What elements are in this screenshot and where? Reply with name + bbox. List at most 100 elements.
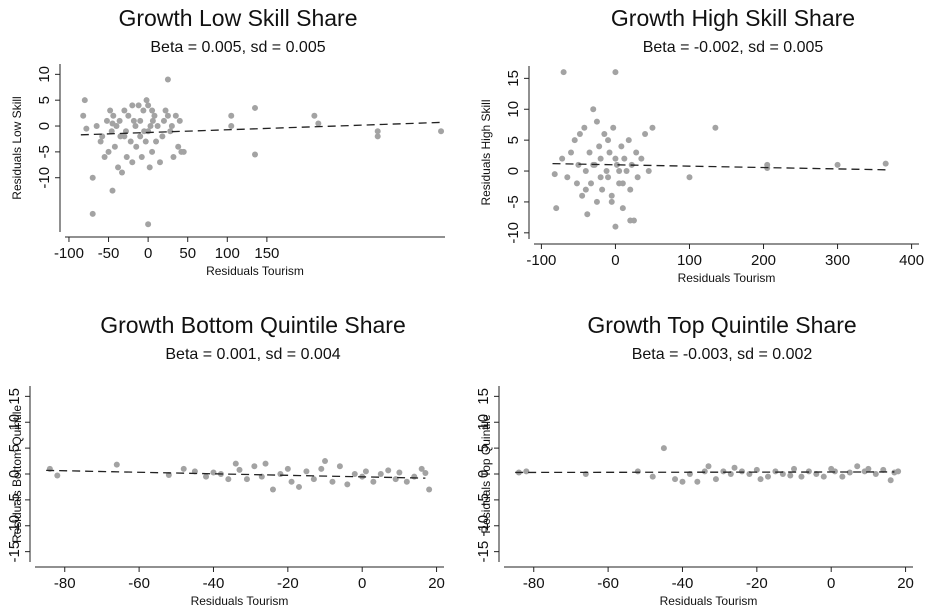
point bbox=[764, 473, 771, 480]
point bbox=[705, 463, 712, 470]
y-axis-title: Residuals Bottom Quintile bbox=[10, 405, 24, 543]
point bbox=[568, 149, 575, 156]
y-tick-label: 15 bbox=[6, 388, 23, 405]
point bbox=[168, 123, 175, 130]
point bbox=[137, 133, 144, 140]
chart-title: Growth Top Quintile Share bbox=[587, 312, 856, 338]
point bbox=[103, 117, 110, 124]
point bbox=[564, 174, 571, 181]
point bbox=[597, 155, 604, 162]
x-tick-label: 400 bbox=[899, 252, 924, 269]
point bbox=[54, 472, 61, 479]
point bbox=[634, 468, 641, 475]
point bbox=[820, 473, 827, 480]
point bbox=[101, 154, 108, 161]
point bbox=[551, 171, 558, 178]
point bbox=[895, 468, 902, 475]
x-tick-label: 100 bbox=[677, 252, 702, 269]
y-tick-label: 15 bbox=[505, 70, 522, 87]
point bbox=[374, 133, 381, 140]
point bbox=[649, 124, 656, 131]
x-tick-label: 100 bbox=[215, 245, 240, 262]
point bbox=[619, 205, 626, 212]
point bbox=[133, 143, 140, 150]
fit-line bbox=[515, 471, 895, 474]
point bbox=[418, 465, 425, 472]
y-tick-label: 5 bbox=[6, 444, 23, 452]
point bbox=[426, 486, 433, 493]
point bbox=[167, 128, 174, 135]
point bbox=[105, 148, 112, 155]
point bbox=[210, 469, 217, 476]
point bbox=[608, 192, 615, 199]
x-tick-label: -50 bbox=[98, 245, 120, 262]
point bbox=[262, 460, 269, 467]
chart-subtitle: Beta = -0.003, sd = 0.002 bbox=[632, 346, 813, 363]
point bbox=[159, 133, 166, 140]
point bbox=[125, 112, 132, 119]
y-tick-label: 5 bbox=[36, 96, 53, 104]
y-tick-label: 10 bbox=[475, 414, 492, 431]
point bbox=[701, 468, 708, 475]
point bbox=[315, 120, 322, 127]
point bbox=[129, 159, 136, 166]
point bbox=[203, 473, 210, 480]
point bbox=[149, 107, 156, 114]
point bbox=[649, 473, 656, 480]
x-tick-label: -80 bbox=[54, 575, 76, 592]
point bbox=[712, 476, 719, 483]
y-tick-label: 10 bbox=[6, 414, 23, 431]
point bbox=[99, 133, 106, 140]
point bbox=[798, 473, 805, 480]
x-tick-label: -20 bbox=[277, 575, 299, 592]
point bbox=[172, 112, 179, 119]
chart-subtitle: Beta = -0.002, sd = 0.005 bbox=[643, 39, 824, 56]
y-tick-label: -10 bbox=[36, 167, 53, 189]
point bbox=[575, 161, 582, 168]
point bbox=[142, 138, 149, 145]
point bbox=[679, 478, 686, 485]
point bbox=[288, 478, 295, 485]
point bbox=[625, 137, 632, 144]
point bbox=[553, 205, 560, 212]
point bbox=[865, 465, 872, 472]
point bbox=[712, 124, 719, 131]
y-tick-label: -10 bbox=[475, 515, 492, 537]
fit-line bbox=[552, 162, 886, 171]
point bbox=[411, 473, 418, 480]
point bbox=[606, 149, 613, 156]
point bbox=[588, 180, 595, 187]
point bbox=[686, 174, 693, 181]
point bbox=[634, 174, 641, 181]
point bbox=[162, 107, 169, 114]
point bbox=[633, 149, 640, 156]
x-tick-label: 0 bbox=[144, 245, 152, 262]
x-tick-label: -60 bbox=[597, 575, 619, 592]
point bbox=[135, 102, 142, 109]
x-tick-label: 0 bbox=[611, 252, 619, 269]
point bbox=[738, 468, 745, 475]
point bbox=[403, 478, 410, 485]
x-axis-title: Residuals Tourism bbox=[191, 594, 289, 608]
y-tick-label: -5 bbox=[36, 145, 53, 158]
x-tick-label: -40 bbox=[672, 575, 694, 592]
point bbox=[180, 148, 187, 155]
x-tick-label: -100 bbox=[526, 252, 556, 269]
point bbox=[336, 463, 343, 470]
point bbox=[311, 112, 318, 119]
point bbox=[582, 168, 589, 175]
point bbox=[571, 137, 578, 144]
point bbox=[160, 117, 167, 124]
point bbox=[612, 155, 619, 162]
y-tick-label: -10 bbox=[505, 222, 522, 244]
point bbox=[396, 469, 403, 476]
point bbox=[225, 476, 232, 483]
point bbox=[523, 468, 530, 475]
point bbox=[593, 118, 600, 125]
point bbox=[108, 128, 115, 135]
point bbox=[377, 471, 384, 477]
point bbox=[623, 168, 630, 175]
point bbox=[605, 174, 612, 181]
x-axis-title: Residuals Tourism bbox=[678, 271, 776, 285]
